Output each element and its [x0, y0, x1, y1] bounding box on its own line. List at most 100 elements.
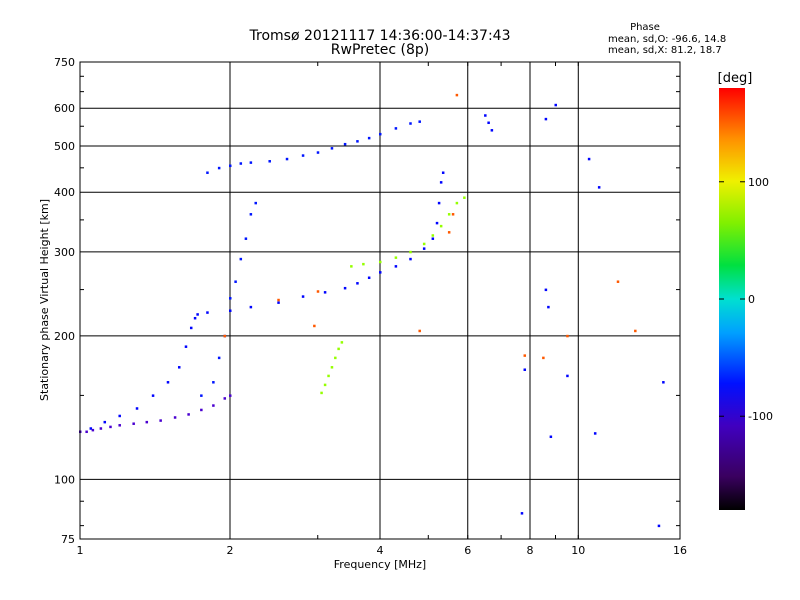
data-point — [662, 381, 665, 384]
data-point — [159, 419, 162, 422]
axis-ticks — [79, 62, 680, 539]
data-point — [244, 237, 248, 240]
data-point — [343, 286, 347, 290]
data-point — [313, 324, 316, 328]
data-point — [343, 142, 347, 146]
data-point — [422, 247, 426, 250]
data-point — [327, 374, 330, 378]
data-point — [451, 213, 455, 216]
x-tick-label: 4 — [377, 544, 384, 557]
data-point — [206, 171, 209, 174]
phase-stats-o: mean, sd,O: -96.6, 14.8 — [608, 34, 726, 45]
y-tick-label: 100 — [54, 473, 75, 486]
data-point — [320, 391, 323, 395]
data-point — [217, 166, 221, 170]
data-point — [277, 298, 280, 302]
data-point — [330, 366, 334, 369]
chart-title: Tromsø 20121117 14:36:00-14:37:43 — [249, 28, 511, 44]
data-point — [268, 160, 271, 163]
data-point — [229, 309, 232, 312]
data-point — [362, 262, 365, 266]
data-point — [418, 120, 421, 123]
data-point — [285, 157, 289, 161]
data-point — [166, 381, 170, 384]
data-point — [249, 213, 253, 216]
data-point — [118, 414, 121, 418]
data-point — [379, 271, 382, 274]
data-point — [334, 356, 337, 360]
data-point — [549, 435, 553, 439]
x-tick-label: 6 — [464, 544, 471, 557]
data-point — [379, 260, 382, 264]
y-tick-label: 300 — [54, 246, 75, 259]
y-tick-label: 200 — [54, 330, 75, 343]
data-point — [173, 416, 177, 419]
data-point — [249, 161, 253, 164]
data-point — [547, 305, 550, 309]
data-point — [254, 201, 257, 205]
y-tick-label: 600 — [54, 102, 75, 115]
data-point — [249, 305, 253, 309]
data-point — [212, 404, 215, 407]
data-point — [463, 196, 466, 199]
data-point — [206, 311, 209, 314]
phase-stats-x: mean, sd,X: 81.2, 18.7 — [608, 45, 722, 56]
data-point — [409, 257, 412, 261]
data-point — [394, 127, 398, 130]
data-point — [455, 93, 459, 97]
data-point — [523, 368, 527, 371]
x-tick-label: 8 — [527, 544, 534, 557]
data-point — [379, 132, 382, 136]
data-point — [85, 430, 88, 434]
data-point — [103, 420, 107, 424]
data-point — [200, 408, 203, 412]
data-point — [301, 295, 305, 298]
y-tick-label: 75 — [61, 533, 75, 546]
data-point — [487, 121, 490, 125]
colorbar-label: [deg] — [718, 71, 753, 86]
data-point — [200, 394, 203, 397]
data-point — [367, 276, 371, 280]
data-point — [422, 242, 426, 246]
data-point — [184, 345, 188, 348]
data-point — [431, 234, 435, 237]
data-point — [409, 250, 412, 254]
data-point — [277, 301, 280, 304]
data-point — [431, 237, 435, 240]
data-point — [340, 341, 344, 344]
data-point — [597, 186, 601, 189]
phase-stats-heading: Phase — [630, 22, 660, 33]
data-point — [229, 164, 232, 168]
data-point — [301, 154, 305, 157]
data-point — [135, 407, 139, 410]
data-point — [187, 413, 190, 416]
data-point — [91, 428, 95, 432]
colorbar-tick-label: -100 — [748, 410, 773, 423]
data-point — [394, 256, 398, 259]
colorbar-tick-label: 100 — [748, 176, 769, 189]
data-point — [447, 213, 451, 216]
data-point — [89, 427, 93, 430]
data-point — [196, 313, 199, 316]
data-point — [356, 282, 359, 285]
data-point — [409, 122, 412, 125]
data-point — [484, 114, 487, 117]
data-point — [350, 265, 353, 268]
data-point — [435, 221, 439, 225]
data-point — [616, 280, 620, 283]
data-point — [544, 117, 548, 121]
y-tick-label: 400 — [54, 186, 75, 199]
data-point — [587, 157, 591, 161]
x-tick-label: 16 — [673, 544, 687, 557]
data-point — [177, 366, 181, 369]
data-points — [79, 93, 665, 528]
data-point — [118, 424, 121, 427]
data-point — [367, 136, 371, 140]
data-point — [593, 432, 597, 435]
data-point — [439, 181, 443, 184]
data-point — [439, 224, 443, 228]
data-point — [523, 354, 527, 357]
data-point — [109, 425, 112, 429]
x-axis-label: Frequency [MHz] — [334, 558, 426, 571]
